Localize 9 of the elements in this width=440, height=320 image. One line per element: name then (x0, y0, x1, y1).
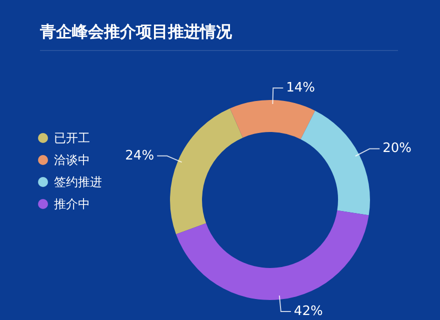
data-label: 20% (382, 141, 412, 156)
data-label: 14% (286, 80, 316, 96)
data-label: 42% (294, 304, 323, 319)
legend-label: 洽谈中 (54, 152, 90, 168)
chart-title: 青企峰会推介项目推进情况 (40, 22, 232, 43)
legend-label: 已开工 (54, 130, 90, 146)
legend-label: 推介中 (54, 196, 90, 212)
data-label: 24% (125, 148, 154, 164)
legend-label: 签约推进 (54, 174, 102, 190)
